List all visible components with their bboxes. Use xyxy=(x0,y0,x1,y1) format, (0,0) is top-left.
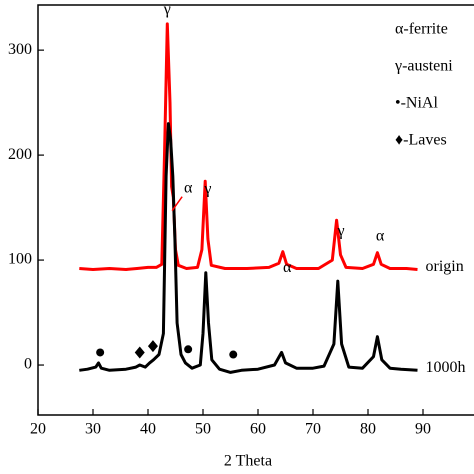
x-tick-label: 30 xyxy=(85,421,101,438)
peak-label: γ xyxy=(337,222,345,239)
phase-marker xyxy=(184,345,193,354)
peak-label: γ xyxy=(163,1,171,18)
legend-entry: α-ferrite xyxy=(395,21,448,38)
peak-label: α xyxy=(184,179,193,196)
x-tick-label: 80 xyxy=(360,421,376,438)
arrow xyxy=(171,196,183,212)
x-tick-label: 90 xyxy=(415,421,431,438)
peak-label: γ xyxy=(203,180,211,197)
x-tick-label: 60 xyxy=(250,421,266,438)
series-line xyxy=(79,22,418,271)
legend-entry: •-NiAl xyxy=(395,95,438,112)
y-tick-label: 300 xyxy=(8,41,32,58)
y-tick-label: 100 xyxy=(8,251,32,268)
phase-marker xyxy=(147,340,158,353)
phase-marker xyxy=(96,348,105,357)
peak-label: α xyxy=(376,228,385,245)
y-tick-label: 0 xyxy=(24,356,32,373)
y-tick-label: 200 xyxy=(8,146,32,163)
x-tick-label: 20 xyxy=(30,421,46,438)
x-axis-label: 2 Theta xyxy=(224,453,272,470)
series-line xyxy=(79,122,418,374)
legend-entry: γ-austeni xyxy=(394,58,453,75)
legend-entry: ♦-Laves xyxy=(395,132,447,149)
series-label: origin xyxy=(426,258,464,275)
phase-marker xyxy=(229,350,238,359)
peak-label: α xyxy=(283,259,292,276)
series-label: 1000h xyxy=(426,359,466,376)
x-tick-label: 70 xyxy=(305,421,321,438)
x-tick-label: 40 xyxy=(140,421,156,438)
x-tick-label: 50 xyxy=(195,421,211,438)
phase-marker xyxy=(134,346,145,359)
